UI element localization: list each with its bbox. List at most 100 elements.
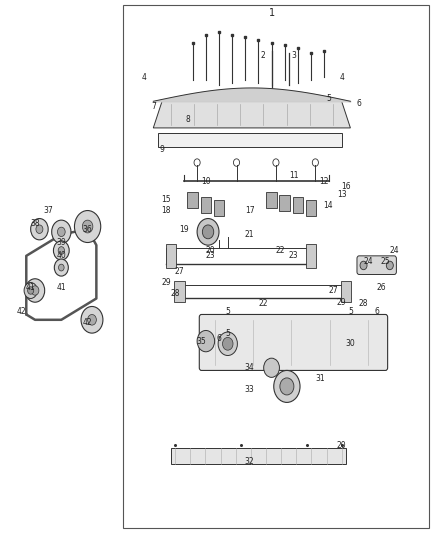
Text: 23: 23 <box>289 252 298 260</box>
Text: 30: 30 <box>346 340 355 348</box>
Text: 39: 39 <box>57 238 66 247</box>
Text: 14: 14 <box>324 201 333 209</box>
Circle shape <box>25 279 45 302</box>
Circle shape <box>31 219 48 240</box>
Bar <box>306 244 316 268</box>
Circle shape <box>264 358 279 377</box>
Text: 1: 1 <box>268 8 275 18</box>
Text: 36: 36 <box>83 225 92 233</box>
Text: 20: 20 <box>337 441 346 449</box>
Bar <box>158 133 342 147</box>
Circle shape <box>36 225 43 233</box>
Circle shape <box>52 220 71 244</box>
Circle shape <box>28 287 34 294</box>
Text: 28: 28 <box>359 300 368 308</box>
Text: 37: 37 <box>43 206 53 215</box>
Text: 5: 5 <box>225 308 230 316</box>
Circle shape <box>31 286 39 295</box>
Circle shape <box>386 261 393 270</box>
Circle shape <box>274 370 300 402</box>
Text: 2: 2 <box>261 52 265 60</box>
Text: 27: 27 <box>175 268 184 276</box>
Text: 24: 24 <box>389 246 399 255</box>
Text: 27: 27 <box>328 286 338 295</box>
Text: 5: 5 <box>348 308 353 316</box>
Text: 10: 10 <box>201 177 211 185</box>
Text: 31: 31 <box>315 374 325 383</box>
Text: 9: 9 <box>159 145 165 154</box>
Bar <box>166 244 176 268</box>
Bar <box>279 195 290 211</box>
Text: 6: 6 <box>216 334 222 343</box>
Text: 26: 26 <box>376 284 386 292</box>
Text: 6: 6 <box>374 308 379 316</box>
Text: 18: 18 <box>162 206 171 215</box>
Text: 24: 24 <box>363 257 373 265</box>
Text: 11: 11 <box>289 172 298 180</box>
Bar <box>341 281 351 302</box>
Text: 8: 8 <box>186 116 191 124</box>
Text: 13: 13 <box>337 190 346 199</box>
Text: 22: 22 <box>258 300 268 308</box>
Text: 42: 42 <box>17 308 27 316</box>
Bar <box>293 197 303 213</box>
Text: 29: 29 <box>337 298 346 307</box>
Text: 28: 28 <box>170 289 180 297</box>
Circle shape <box>81 306 103 333</box>
Text: 41: 41 <box>26 284 35 292</box>
Text: 33: 33 <box>245 385 254 393</box>
Circle shape <box>360 261 367 270</box>
Circle shape <box>24 282 37 298</box>
Circle shape <box>54 259 68 276</box>
Circle shape <box>59 264 64 271</box>
Text: 29: 29 <box>162 278 171 287</box>
Text: 5: 5 <box>326 94 331 103</box>
FancyBboxPatch shape <box>199 314 388 370</box>
Text: 32: 32 <box>245 457 254 465</box>
Text: 22: 22 <box>276 246 285 255</box>
Text: 6: 6 <box>357 100 362 108</box>
Text: 4: 4 <box>142 73 147 82</box>
Text: 20: 20 <box>205 246 215 255</box>
Circle shape <box>58 247 64 254</box>
Text: 38: 38 <box>30 220 40 228</box>
Bar <box>187 192 198 208</box>
Circle shape <box>202 225 214 239</box>
Bar <box>123 5 429 528</box>
Text: 25: 25 <box>381 257 390 265</box>
Circle shape <box>82 220 93 233</box>
Text: 23: 23 <box>205 252 215 260</box>
Text: 4: 4 <box>339 73 344 82</box>
Text: 17: 17 <box>245 206 254 215</box>
FancyBboxPatch shape <box>357 256 396 274</box>
Bar <box>306 200 316 216</box>
Circle shape <box>88 314 96 325</box>
Text: 35: 35 <box>197 337 206 345</box>
Text: 7: 7 <box>151 102 156 111</box>
Text: 34: 34 <box>245 364 254 372</box>
Circle shape <box>223 337 233 350</box>
Bar <box>214 200 224 216</box>
Text: 12: 12 <box>319 177 329 185</box>
Bar <box>171 448 346 464</box>
Text: 5: 5 <box>225 329 230 337</box>
Text: 16: 16 <box>341 182 351 191</box>
Text: 15: 15 <box>162 196 171 204</box>
Circle shape <box>74 211 101 243</box>
Polygon shape <box>153 101 350 128</box>
Circle shape <box>197 219 219 245</box>
Circle shape <box>218 332 237 356</box>
Text: 41: 41 <box>57 284 66 292</box>
Circle shape <box>57 227 65 237</box>
Circle shape <box>280 378 294 395</box>
Text: 19: 19 <box>179 225 189 233</box>
Text: 21: 21 <box>245 230 254 239</box>
Bar <box>266 192 277 208</box>
Circle shape <box>197 330 215 352</box>
Text: 42: 42 <box>83 318 92 327</box>
Text: 3: 3 <box>291 52 296 60</box>
Circle shape <box>53 241 69 260</box>
Bar <box>201 197 211 213</box>
Text: 40: 40 <box>57 252 66 260</box>
Bar <box>174 281 185 302</box>
